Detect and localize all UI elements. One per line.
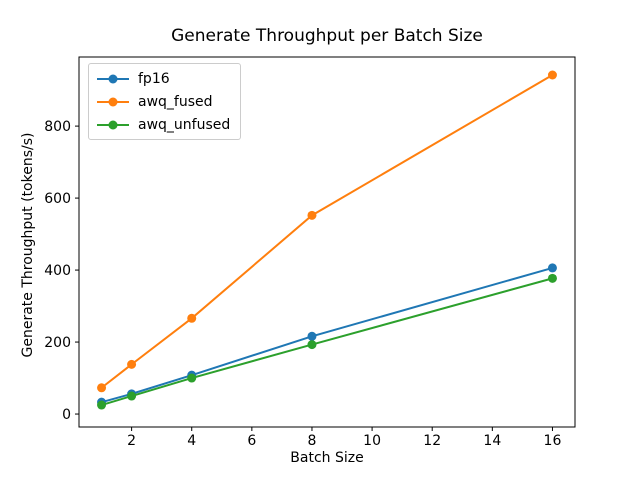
series-marker-awq_unfused xyxy=(547,273,557,283)
y-tick-label: 0 xyxy=(62,407,71,423)
legend-item-label: fp16 xyxy=(138,70,170,87)
series-marker-awq_fused xyxy=(127,359,137,369)
legend-marker-icon xyxy=(108,97,118,106)
series-marker-fp16 xyxy=(307,331,317,341)
x-tick-label: 6 xyxy=(247,433,256,449)
series-marker-awq_fused xyxy=(187,313,197,323)
legend-item-awq_unfused: awq_unfused xyxy=(96,115,230,134)
series-marker-awq_unfused xyxy=(307,340,317,350)
x-tick-label: 8 xyxy=(308,433,317,449)
legend-line-sample xyxy=(97,74,129,83)
legend-marker-icon xyxy=(108,120,118,129)
x-tick-label: 10 xyxy=(363,433,381,449)
legend-item-label: awq_fused xyxy=(138,93,213,110)
axes-spines xyxy=(78,56,576,428)
x-tick-label: 14 xyxy=(483,433,501,449)
series-marker-awq_unfused xyxy=(187,373,197,383)
x-tick-label: 12 xyxy=(423,433,441,449)
x-tick-label: 4 xyxy=(187,433,196,449)
series-marker-awq_unfused xyxy=(97,400,107,410)
series-marker-awq_unfused xyxy=(127,391,137,401)
legend-item-label: awq_unfused xyxy=(138,116,231,133)
x-tick-label: 16 xyxy=(544,433,562,449)
y-tick-label: 400 xyxy=(44,263,71,279)
legend-line-sample xyxy=(97,97,129,106)
y-tick-label: 600 xyxy=(44,191,71,207)
y-tick-label: 200 xyxy=(44,335,71,351)
x-tick-label: 2 xyxy=(127,433,136,449)
y-tick-label: 800 xyxy=(44,119,71,135)
series-line-awq_unfused xyxy=(101,277,553,407)
x-axis-label: Batch Size xyxy=(290,450,364,466)
legend-item-awq_fused: awq_fused xyxy=(96,92,230,111)
chart-title: Generate Throughput per Batch Size xyxy=(171,26,483,46)
legend-marker-icon xyxy=(108,74,118,83)
series-marker-fp16 xyxy=(547,263,557,273)
series-marker-awq_fused xyxy=(97,383,107,393)
legend-line-sample xyxy=(97,120,129,129)
y-axis-label-wrap: Generate Throughput (tokens/s) xyxy=(17,60,37,430)
legend-item-fp16: fp16 xyxy=(96,69,230,88)
series-marker-awq_fused xyxy=(547,70,557,80)
y-axis-label: Generate Throughput (tokens/s) xyxy=(20,132,36,358)
series-marker-awq_fused xyxy=(307,210,317,220)
legend: fp16 awq_fused awq_unfused xyxy=(88,63,242,140)
